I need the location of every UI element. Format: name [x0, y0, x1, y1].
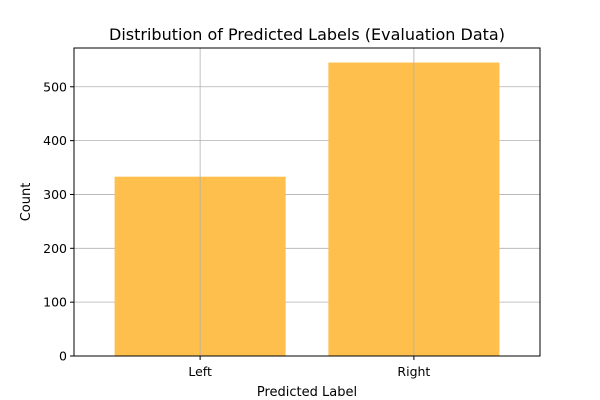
chart-title: Distribution of Predicted Labels (Evalua… [109, 25, 505, 44]
bars [114, 62, 500, 357]
y-tick-label: 400 [43, 133, 67, 148]
vertical-grid-lines [199, 48, 415, 356]
x-tick-label: Left [188, 364, 212, 379]
y-axis-label: Count [19, 183, 34, 222]
x-tick-label: Right [397, 364, 430, 379]
y-tick-label: 0 [59, 349, 67, 364]
plot-frame [73, 47, 541, 357]
x-axis-label: Predicted Label [257, 385, 357, 400]
y-tick-label: 500 [43, 79, 67, 94]
y-tick-label: 200 [43, 241, 67, 256]
y-axis-ticks: 0 100 200 300 400 500 [43, 79, 74, 364]
y-tick-label: 100 [43, 295, 67, 310]
y-tick-label: 300 [43, 187, 67, 202]
x-axis-ticks: Left Right [188, 356, 430, 379]
